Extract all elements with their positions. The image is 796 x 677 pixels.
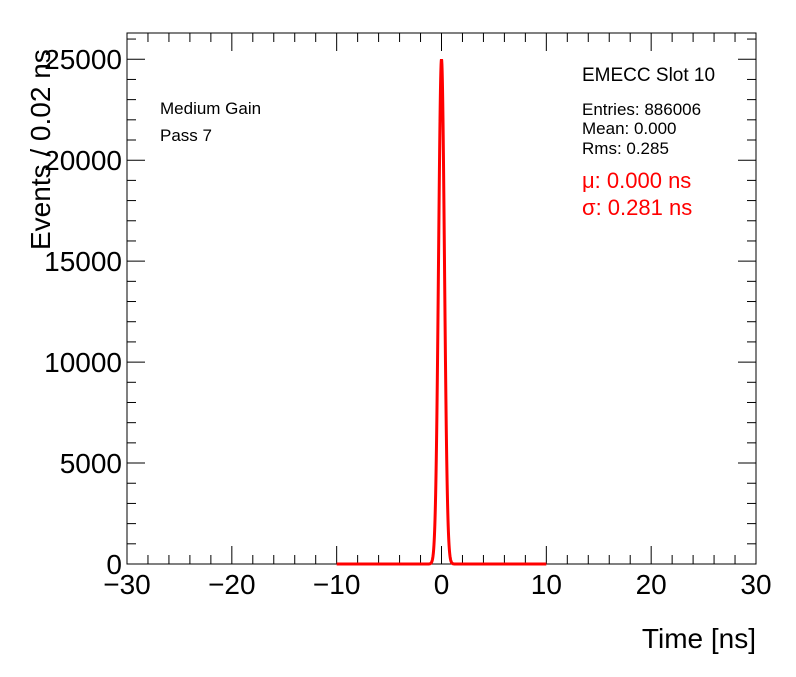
fit-sigma-label: σ: 0.281 ns	[582, 195, 692, 220]
y-tick-label: 25000	[44, 44, 122, 75]
y-tick-label: 5000	[60, 448, 122, 479]
x-tick-label: 10	[531, 569, 562, 600]
axis-tick-labels: −30 −20 −10 0 10 20 30 0 5000 10000 15000 20000 2500…	[44, 44, 771, 600]
gaussian-fit-line	[336, 59, 547, 566]
y-tick-label: 10000	[44, 347, 122, 378]
entries-stat: Entries: 886006	[582, 100, 701, 119]
axis-ticks	[126, 33, 757, 565]
x-tick-label: 0	[434, 569, 450, 600]
x-tick-label: 30	[740, 569, 771, 600]
gain-label: Medium Gain	[160, 99, 261, 118]
series-layer	[336, 59, 547, 566]
x-tick-label: −30	[103, 569, 151, 600]
mean-stat: Mean: 0.000	[582, 119, 677, 138]
x-axis-title: Time [ns]	[642, 623, 756, 654]
y-tick-label: 15000	[44, 246, 122, 277]
rms-stat: Rms: 0.285	[582, 139, 669, 158]
y-tick-label: 0	[106, 549, 122, 580]
y-axis-title: Events / 0.02 ns	[25, 49, 56, 250]
x-tick-label: −20	[208, 569, 256, 600]
slot-label: EMECC Slot 10	[582, 65, 715, 86]
pass-label: Pass 7	[160, 126, 212, 145]
x-tick-label: −10	[313, 569, 361, 600]
x-tick-label: 20	[636, 569, 667, 600]
y-tick-label: 20000	[44, 145, 122, 176]
fit-mu-label: μ: 0.000 ns	[582, 168, 691, 193]
